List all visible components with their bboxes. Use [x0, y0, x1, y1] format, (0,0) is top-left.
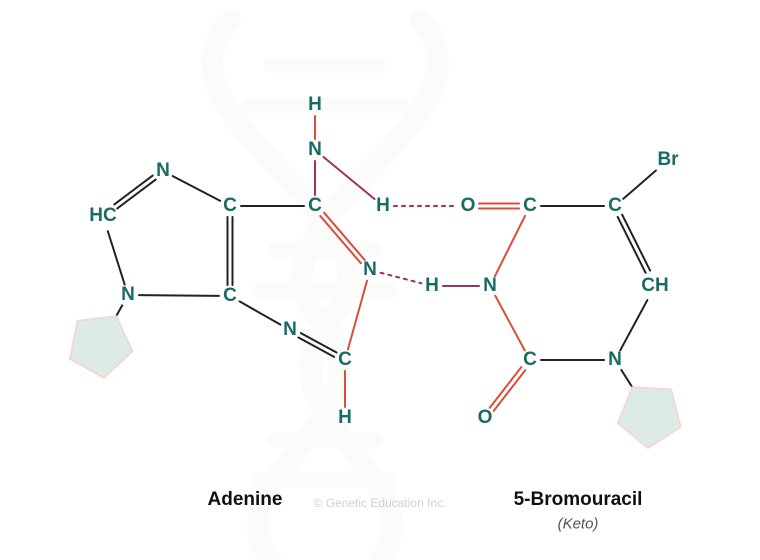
atom-label: C: [608, 195, 622, 217]
label-bromouracil: 5-Bromouracil: [514, 489, 643, 511]
atom-label: N: [121, 284, 135, 306]
atom-label: H: [308, 94, 322, 116]
atom-label: C: [338, 349, 352, 371]
atom-label: H: [425, 275, 439, 297]
atom-label: N: [308, 139, 322, 161]
label-adenine: Adenine: [208, 489, 283, 511]
atom-label: C: [308, 195, 322, 217]
atom-label: H: [376, 195, 390, 217]
atom-label: O: [461, 195, 476, 217]
atom-label: C: [523, 349, 537, 371]
atom-label: O: [478, 407, 493, 429]
atom-label: H: [338, 407, 352, 429]
atom-label: N: [156, 160, 170, 182]
atom-label: C: [523, 195, 537, 217]
atom-label: HC: [89, 205, 116, 227]
atom-label: CH: [641, 275, 668, 297]
atom-label: Br: [657, 149, 678, 171]
atom-label: N: [608, 349, 622, 371]
atom-label: N: [483, 275, 497, 297]
atom-label: C: [223, 195, 237, 217]
atom-label: N: [363, 259, 377, 281]
label-keto: (Keto): [558, 516, 599, 533]
copyright-watermark: © Genetic Education Inc.: [314, 496, 447, 510]
atom-label: N: [283, 319, 297, 341]
atom-label: C: [223, 285, 237, 307]
